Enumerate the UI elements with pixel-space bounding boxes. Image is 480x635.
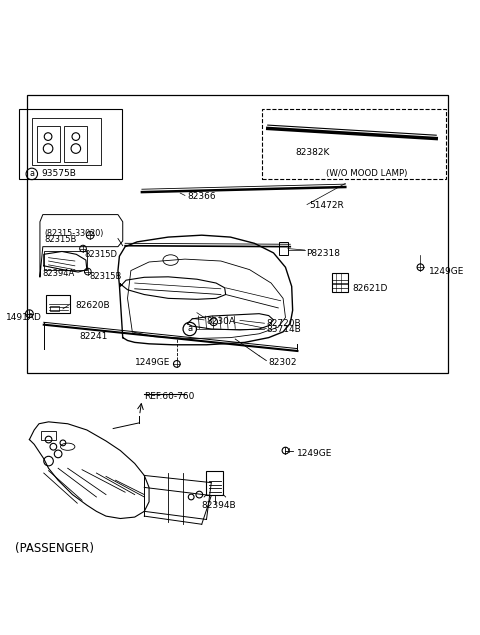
Text: 82302: 82302 (269, 359, 297, 368)
Text: 8230A: 8230A (206, 317, 236, 326)
Text: 82621D: 82621D (352, 284, 388, 293)
Bar (36, 126, 60, 162)
Text: 82720B: 82720B (266, 319, 301, 328)
Text: a: a (29, 170, 34, 178)
Bar (27, 95, 448, 373)
Text: 1491AD: 1491AD (5, 313, 41, 322)
Text: 93575B: 93575B (41, 170, 76, 178)
Bar (262, 109, 446, 178)
Text: 1249GE: 1249GE (429, 267, 465, 276)
Text: 82394B: 82394B (201, 500, 236, 510)
Bar (32, 118, 101, 165)
Bar (44, 251, 87, 270)
Text: 83714B: 83714B (266, 326, 301, 335)
Bar (41, 431, 56, 439)
Text: REF.60-760: REF.60-760 (144, 392, 195, 401)
Text: 1249GE: 1249GE (298, 450, 333, 458)
Text: 82620B: 82620B (75, 300, 109, 309)
Bar (64, 126, 87, 162)
Bar (206, 471, 223, 495)
Text: P82318: P82318 (306, 250, 340, 258)
Text: 82315D: 82315D (84, 250, 118, 259)
Text: (82315-33020): (82315-33020) (45, 229, 104, 238)
Text: (PASSENGER): (PASSENGER) (15, 542, 94, 555)
Text: 82315B: 82315B (45, 235, 77, 244)
Bar (279, 242, 288, 255)
Text: (W/O MOOD LAMP): (W/O MOOD LAMP) (326, 170, 408, 178)
Text: 82394A: 82394A (42, 269, 74, 278)
Text: 82241: 82241 (80, 332, 108, 341)
Bar (332, 274, 348, 291)
Text: 82366: 82366 (187, 192, 216, 201)
Text: a: a (187, 324, 192, 333)
Text: 51472R: 51472R (310, 201, 344, 210)
Bar (46, 295, 70, 312)
Text: 1249GE: 1249GE (135, 359, 170, 368)
Text: 82382K: 82382K (295, 148, 329, 157)
Text: 82315B: 82315B (89, 272, 121, 281)
Bar (50, 306, 59, 311)
Bar (19, 109, 122, 178)
